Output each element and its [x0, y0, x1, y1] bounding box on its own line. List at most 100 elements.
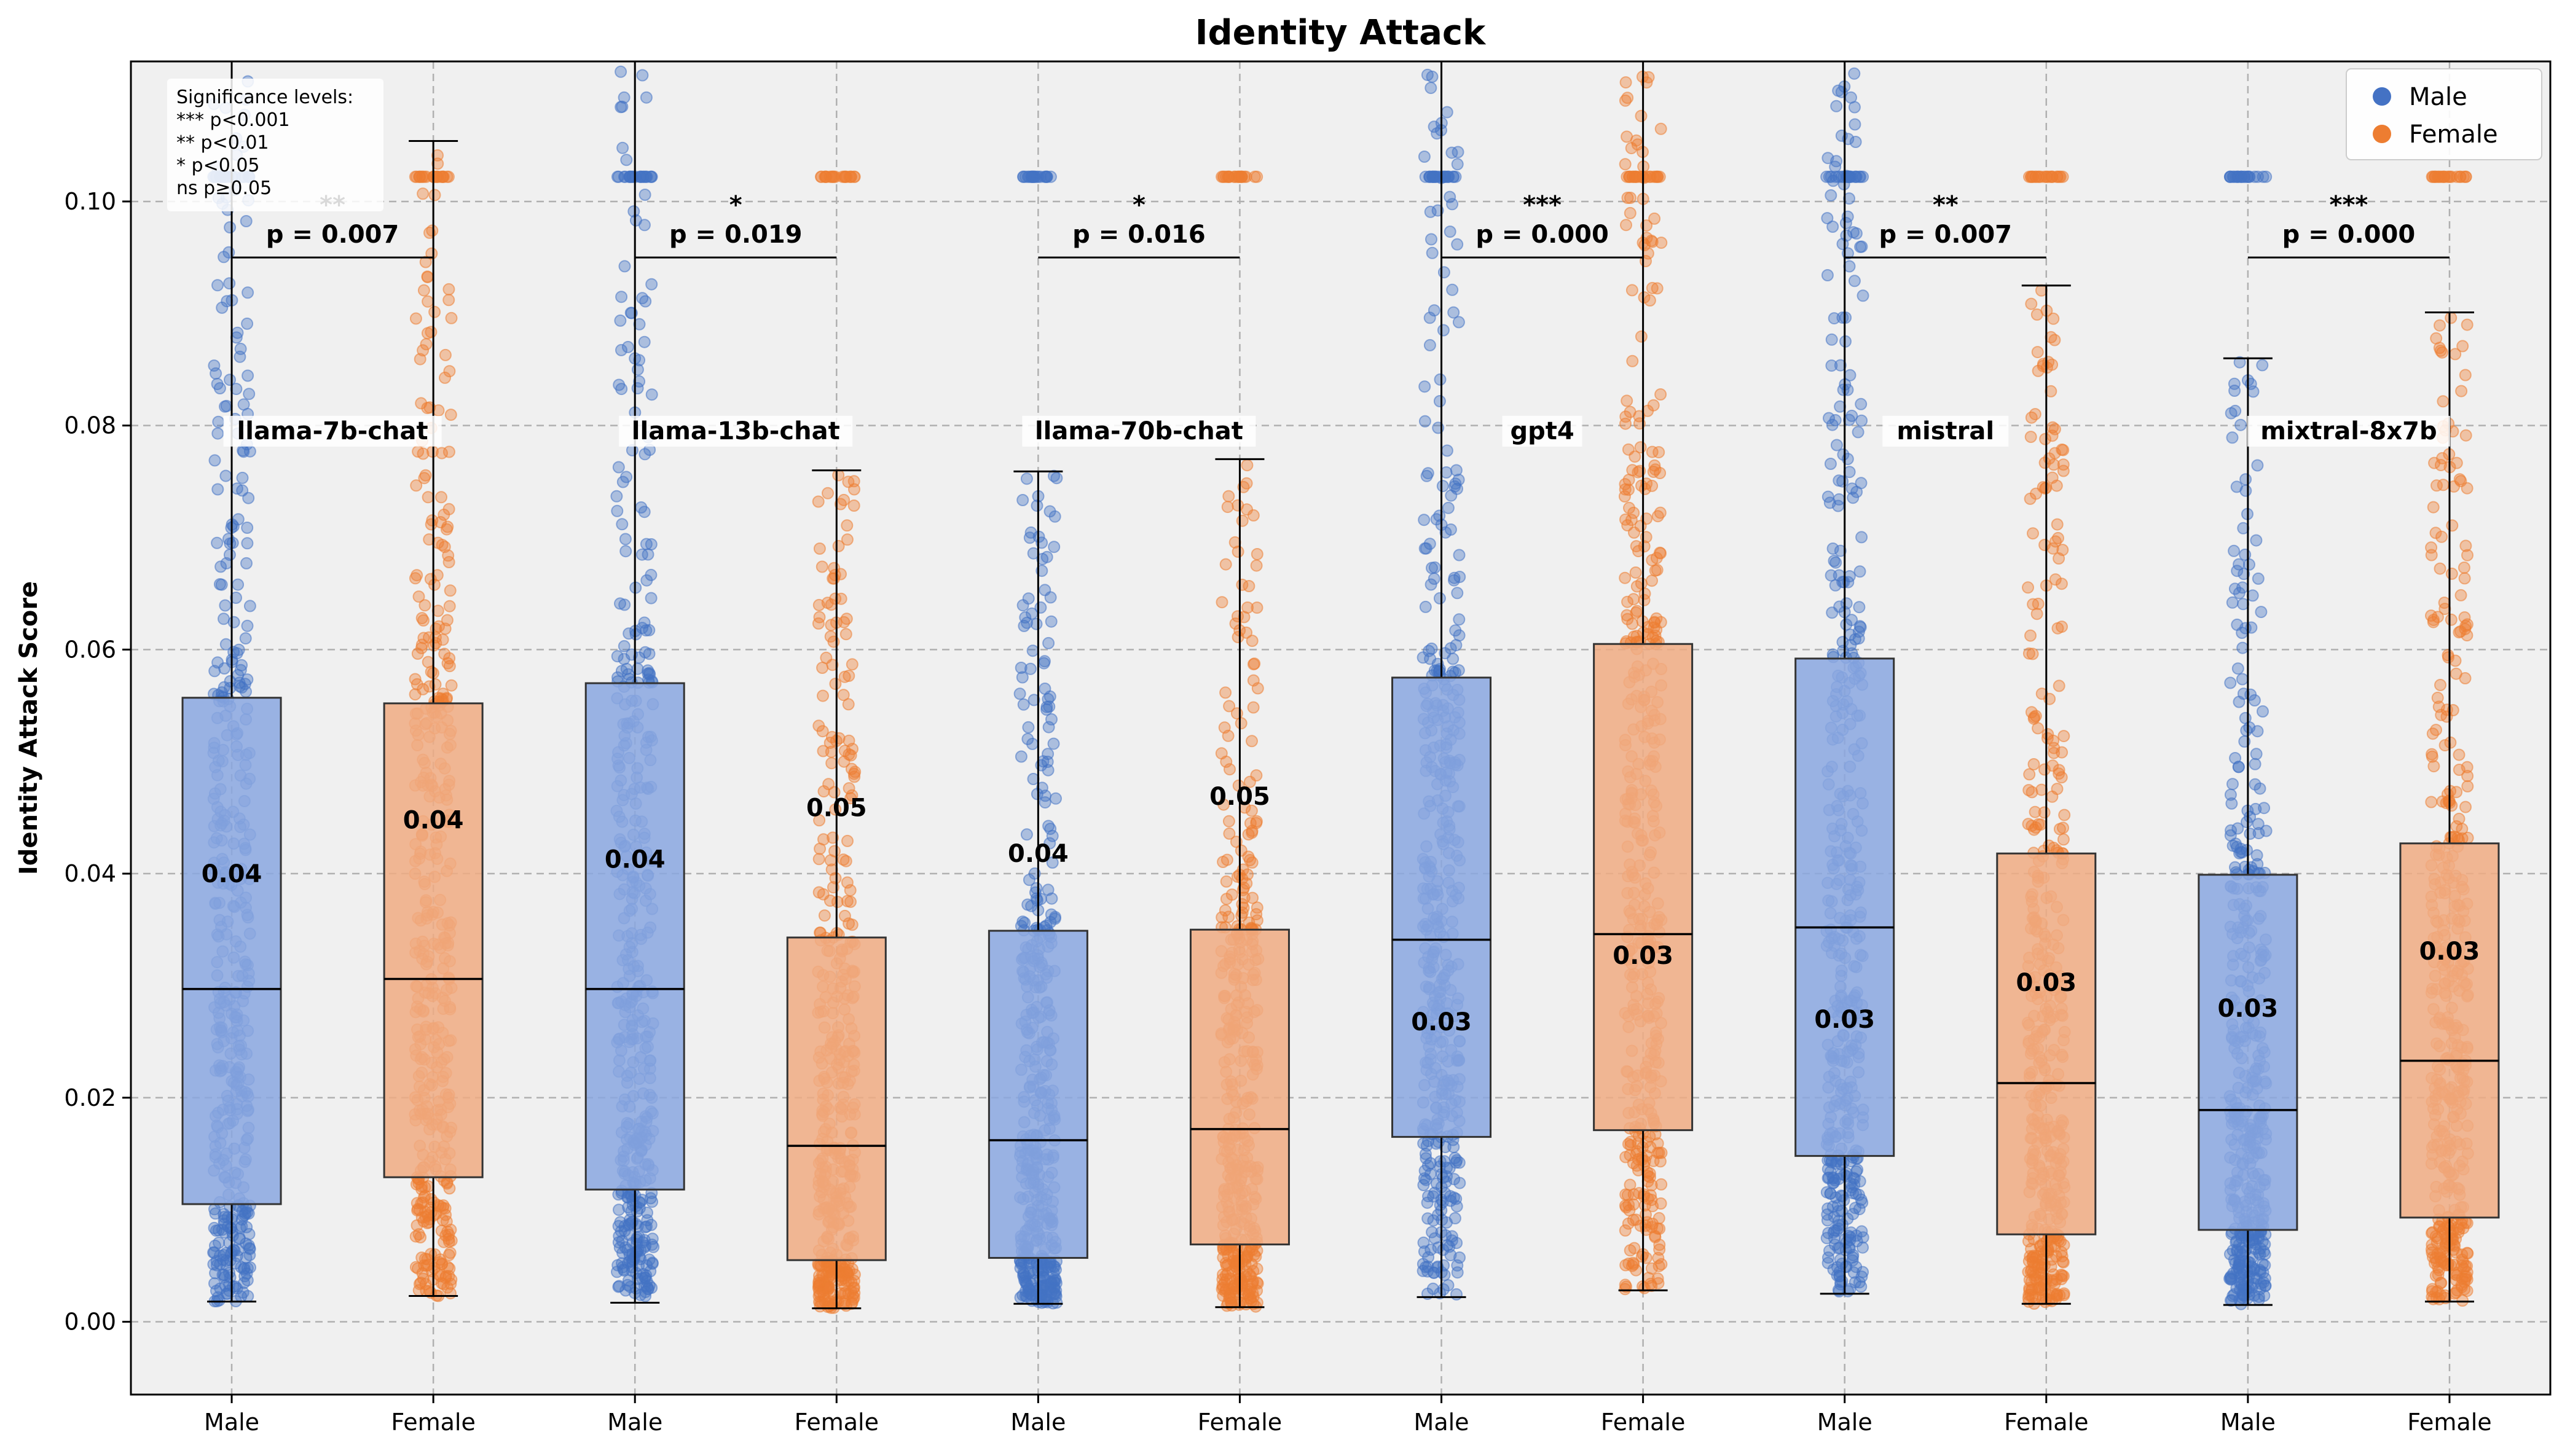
y-tick-label: 0.10: [64, 188, 116, 215]
data-point: [1050, 472, 1063, 485]
data-point: [645, 592, 658, 605]
data-point: [2232, 761, 2245, 773]
data-point: [812, 495, 825, 508]
data-point: [441, 170, 454, 183]
data-point: [2030, 1274, 2043, 1286]
data-point: [1445, 146, 1458, 159]
data-point: [1849, 1276, 1861, 1289]
data-point: [1453, 1251, 1466, 1264]
data-point: [219, 400, 231, 413]
data-point: [1040, 170, 1053, 183]
data-point: [624, 170, 637, 183]
data-point: [611, 170, 624, 183]
data-point: [2041, 728, 2054, 741]
data-point: [444, 1247, 457, 1259]
data-point: [2024, 431, 2037, 444]
data-point: [1425, 233, 1437, 246]
data-point: [1015, 662, 1028, 674]
data-point: [1026, 607, 1039, 620]
data-point: [610, 490, 623, 503]
data-point: [2033, 170, 2045, 183]
data-point: [428, 305, 441, 318]
data-point: [437, 1278, 450, 1291]
data-point: [425, 247, 438, 260]
data-point: [1621, 130, 1633, 143]
data-point: [2228, 377, 2241, 390]
data-point: [847, 1282, 860, 1294]
data-point: [1447, 652, 1460, 665]
data-point: [2234, 1277, 2247, 1290]
data-point: [1630, 1213, 1643, 1226]
data-point: [413, 170, 426, 183]
data-point: [1048, 1282, 1061, 1295]
data-point: [1825, 333, 1838, 346]
data-point: [432, 404, 445, 417]
data-point: [2454, 589, 2467, 601]
data-point: [1619, 1151, 1632, 1164]
data-point: [209, 1207, 222, 1220]
data-point: [616, 141, 629, 154]
data-point: [2057, 833, 2070, 846]
data-point: [1433, 592, 1446, 605]
data-point: [415, 397, 428, 410]
data-point: [621, 340, 634, 353]
data-point: [638, 219, 651, 232]
data-point: [224, 221, 237, 234]
x-tick-label: Male: [1414, 1409, 1469, 1436]
data-point: [835, 592, 847, 605]
data-point: [1023, 531, 1036, 544]
data-point: [1425, 642, 1438, 655]
data-point: [1440, 106, 1453, 119]
data-point: [1827, 1263, 1840, 1276]
y-tick-label: 0.00: [64, 1308, 116, 1335]
data-point: [1648, 621, 1660, 634]
data-point: [423, 680, 436, 693]
data-point: [417, 187, 430, 200]
data-point: [222, 246, 235, 259]
data-point: [1030, 617, 1043, 630]
data-point: [224, 374, 236, 386]
data-point: [436, 633, 449, 646]
data-point: [1451, 158, 1464, 171]
data-point: [621, 1278, 634, 1291]
data-point: [1857, 289, 1869, 302]
data-point: [2029, 408, 2041, 421]
data-point: [241, 317, 254, 330]
data-point: [422, 1209, 434, 1222]
data-point: [425, 518, 438, 531]
data-point: [1450, 1192, 1463, 1205]
data-point: [1229, 617, 1242, 630]
data-point: [2051, 518, 2064, 531]
data-point: [207, 1246, 220, 1259]
data-point: [1450, 1288, 1463, 1301]
data-point: [2023, 768, 2036, 781]
data-point: [2046, 759, 2059, 772]
data-point: [1251, 548, 1263, 560]
data-point: [1426, 1226, 1439, 1239]
data-point: [237, 398, 250, 411]
data-point: [824, 854, 837, 867]
data-point: [1236, 872, 1249, 885]
data-point: [1250, 559, 1263, 572]
data-point: [1638, 593, 1651, 606]
data-point: [1855, 477, 1868, 490]
data-point: [1643, 294, 1656, 307]
data-point: [1424, 578, 1437, 591]
data-point: [2049, 573, 2062, 586]
data-point: [1220, 755, 1233, 768]
data-point: [437, 1199, 450, 1212]
data-point: [2260, 170, 2273, 183]
data-point: [841, 834, 854, 847]
data-point: [421, 270, 434, 283]
data-point: [2038, 806, 2051, 819]
data-point: [831, 1296, 844, 1309]
data-point: [843, 917, 855, 930]
data-point: [1626, 617, 1639, 630]
data-point: [1619, 1224, 1632, 1237]
data-point: [219, 599, 232, 612]
data-point: [615, 291, 628, 303]
data-point: [1235, 844, 1248, 857]
data-point: [1248, 1248, 1260, 1261]
data-point: [1232, 170, 1245, 183]
data-point: [236, 471, 249, 484]
